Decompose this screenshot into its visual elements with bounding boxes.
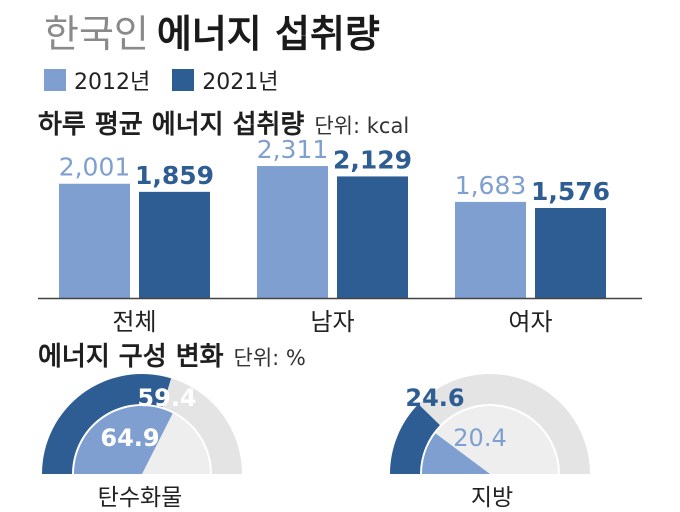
gauge-outer-arc-1	[390, 404, 440, 474]
legend-item-2021: 2021년	[172, 64, 278, 96]
gauge-title: 에너지 구성 변화	[38, 342, 224, 372]
bar-1-2	[535, 208, 606, 298]
title-bold: 에너지 섭취량	[156, 12, 380, 56]
legend-swatch-2012	[44, 69, 66, 91]
gauge-track-1	[390, 374, 590, 474]
gauge-inner-value-1: 20.4	[453, 424, 506, 452]
category-label-2: 여자	[508, 308, 552, 336]
gauge-inner-value-0: 64.9	[100, 424, 159, 452]
bar-value-label-1-2: 1,576	[531, 177, 610, 206]
gauge-outer-arc-0	[42, 374, 172, 474]
legend-swatch-2021	[172, 69, 195, 91]
bar-value-label-1-0: 1,859	[135, 161, 214, 190]
legend-label-2021: 2021년	[202, 70, 279, 95]
legend: 2012년 2021년	[44, 64, 300, 96]
chart-title: 한국인 에너지 섭취량	[44, 12, 380, 56]
title-light: 한국인	[44, 12, 149, 56]
bar-value-label-0-1: 2,311	[257, 135, 329, 164]
bar-0-1	[257, 166, 328, 298]
bar-0-2	[455, 201, 526, 298]
gauge-label-fat: 지방	[470, 485, 514, 511]
gauge-outer-value-1: 24.6	[405, 384, 464, 412]
gauge-subtitle: 에너지 구성 변화 단위: %	[38, 336, 306, 373]
bar-value-label-1-1: 2,129	[333, 145, 412, 174]
bar-chart-subtitle: 하루 평균 에너지 섭취량 단위: kcal	[38, 104, 409, 141]
gauge-outer-value-0: 59.4	[137, 384, 196, 412]
legend-label-2012: 2012년	[74, 70, 151, 95]
legend-item-2012: 2012년	[44, 64, 150, 96]
bar-value-label-0-2: 1,683	[455, 171, 527, 200]
category-label-1: 남자	[310, 308, 354, 336]
gauge-inner-sector-0	[74, 406, 173, 474]
bar-1-0	[139, 191, 210, 298]
bar-chart-unit: 단위: kcal	[314, 114, 410, 138]
bar-1-1	[337, 176, 408, 298]
gauge-unit: 단위: %	[233, 346, 306, 370]
category-label-0: 전체	[112, 308, 156, 336]
gauge-inner-sector-1	[422, 433, 490, 474]
bar-0-0	[59, 183, 130, 298]
bar-value-label-0-0: 2,001	[59, 153, 131, 182]
gauge-label-carbs: 탄수화물	[97, 485, 183, 511]
bar-chart-title: 하루 평균 에너지 섭취량	[38, 110, 305, 140]
